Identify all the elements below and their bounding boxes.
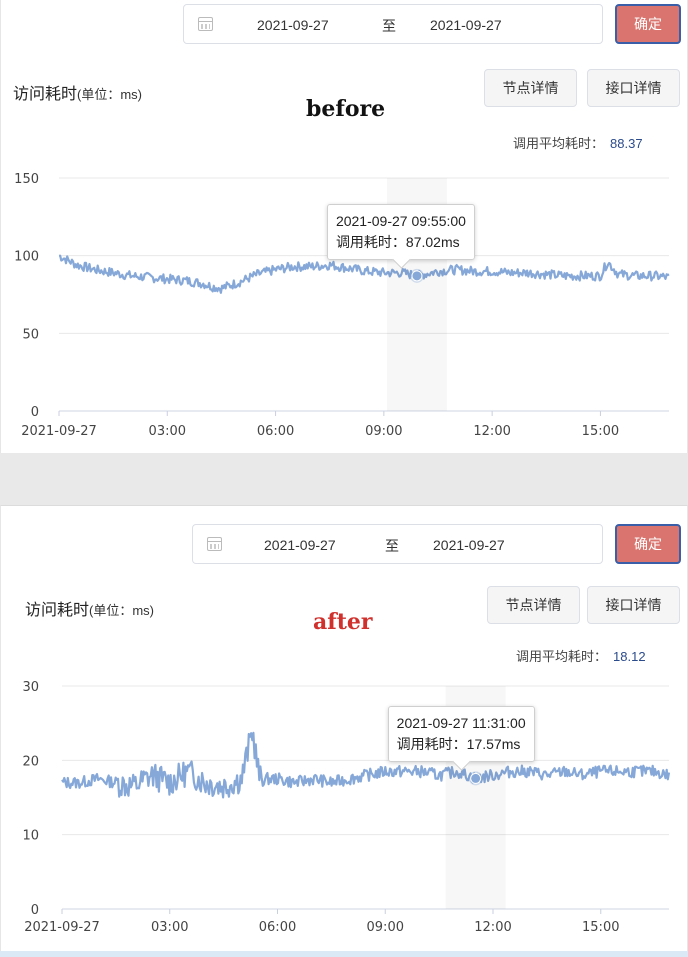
x-tick-label: 12:00 <box>474 920 511 935</box>
panel-after: 2021-09-27 至 2021-09-27 确定 访问耗时(单位：ms) a… <box>0 505 688 951</box>
y-tick-label: 0 <box>31 405 39 420</box>
x-tick-label: 09:00 <box>367 920 404 935</box>
metric-title-text: 访问耗时 <box>25 602 90 619</box>
latency-series-line <box>58 254 670 294</box>
date-to[interactable]: 2021-09-27 <box>433 537 505 553</box>
y-tick-label: 30 <box>22 680 39 695</box>
calendar-icon <box>198 17 213 31</box>
date-to[interactable]: 2021-09-27 <box>430 17 502 33</box>
before-tag: before <box>306 96 386 122</box>
x-tick-label: 06:00 <box>257 424 294 439</box>
y-tick-label: 10 <box>22 829 39 844</box>
confirm-button[interactable]: 确定 <box>615 4 681 44</box>
highlight-point[interactable] <box>470 772 482 784</box>
y-tick-label: 50 <box>22 327 39 342</box>
x-tick-label: 2021-09-27 <box>24 920 100 935</box>
api-details-button[interactable]: 接口详情 <box>587 586 680 624</box>
date-range-separator: 至 <box>382 18 396 34</box>
chart-tooltip: 2021-09-27 11:31:00 调用耗时：17.57ms <box>387 706 535 763</box>
x-tick-label: 03:00 <box>151 920 188 935</box>
highlight-point[interactable] <box>411 270 423 282</box>
average-latency-value: 18.12 <box>613 649 646 664</box>
metric-title: 访问耗时(单位：ms) <box>25 596 154 620</box>
average-latency: 调用平均耗时： 88.37 <box>513 133 643 152</box>
tooltip-value: 调用耗时：87.02ms <box>335 233 460 250</box>
metric-title: 访问耗时(单位：ms) <box>13 80 142 104</box>
tooltip-time: 2021-09-27 11:31:00 <box>396 715 526 732</box>
date-range-picker[interactable]: 2021-09-27 至 2021-09-27 <box>192 524 603 564</box>
x-tick-label: 03:00 <box>149 424 186 439</box>
latency-chart-before[interactable]: 150 100 50 0 2021-09-27 03:00 06:00 09:00 12:00 1… <box>1 0 688 453</box>
y-tick-label: 20 <box>22 754 39 769</box>
y-tick-label: 0 <box>31 903 39 918</box>
average-latency: 调用平均耗时： 18.12 <box>516 646 646 665</box>
x-tick-label: 06:00 <box>259 920 296 935</box>
tooltip-value: 调用耗时：17.57ms <box>396 736 521 753</box>
y-tick-label: 150 <box>14 172 39 187</box>
metric-unit: (单位：ms) <box>77 87 143 102</box>
node-details-button[interactable]: 节点详情 <box>487 586 580 624</box>
x-tick-label: 2021-09-27 <box>21 424 97 439</box>
confirm-button[interactable]: 确定 <box>615 524 681 564</box>
after-tag: after <box>313 609 373 635</box>
date-from[interactable]: 2021-09-27 <box>257 17 329 33</box>
y-tick-label: 100 <box>14 250 39 265</box>
average-latency-label: 调用平均耗时： <box>516 649 608 664</box>
latency-chart-after[interactable]: 30 20 10 0 2021-09-27 03:00 06:00 09:00 12:00 15:… <box>1 506 688 952</box>
x-tick-label: 15:00 <box>582 424 619 439</box>
calendar-icon <box>207 537 222 551</box>
average-latency-label: 调用平均耗时： <box>513 136 605 151</box>
latency-series-line <box>61 731 671 799</box>
x-tick-label: 09:00 <box>365 424 402 439</box>
bottom-strip <box>0 951 688 957</box>
metric-unit: (单位：ms) <box>89 603 155 618</box>
tooltip-time: 2021-09-27 09:55:00 <box>335 212 466 229</box>
date-range-separator: 至 <box>385 538 399 554</box>
date-range-picker[interactable]: 2021-09-27 至 2021-09-27 <box>183 4 603 44</box>
api-details-button[interactable]: 接口详情 <box>587 69 680 107</box>
metric-title-text: 访问耗时 <box>13 86 78 103</box>
panel-separator <box>0 453 688 505</box>
chart-tooltip: 2021-09-27 09:55:00 调用耗时：87.02ms <box>326 203 475 260</box>
average-latency-value: 88.37 <box>610 136 643 151</box>
panel-before: 2021-09-27 至 2021-09-27 确定 访问耗时(单位：ms) b… <box>0 0 688 453</box>
date-from[interactable]: 2021-09-27 <box>264 537 336 553</box>
node-details-button[interactable]: 节点详情 <box>484 69 577 107</box>
x-tick-label: 15:00 <box>582 920 619 935</box>
x-tick-label: 12:00 <box>473 424 510 439</box>
